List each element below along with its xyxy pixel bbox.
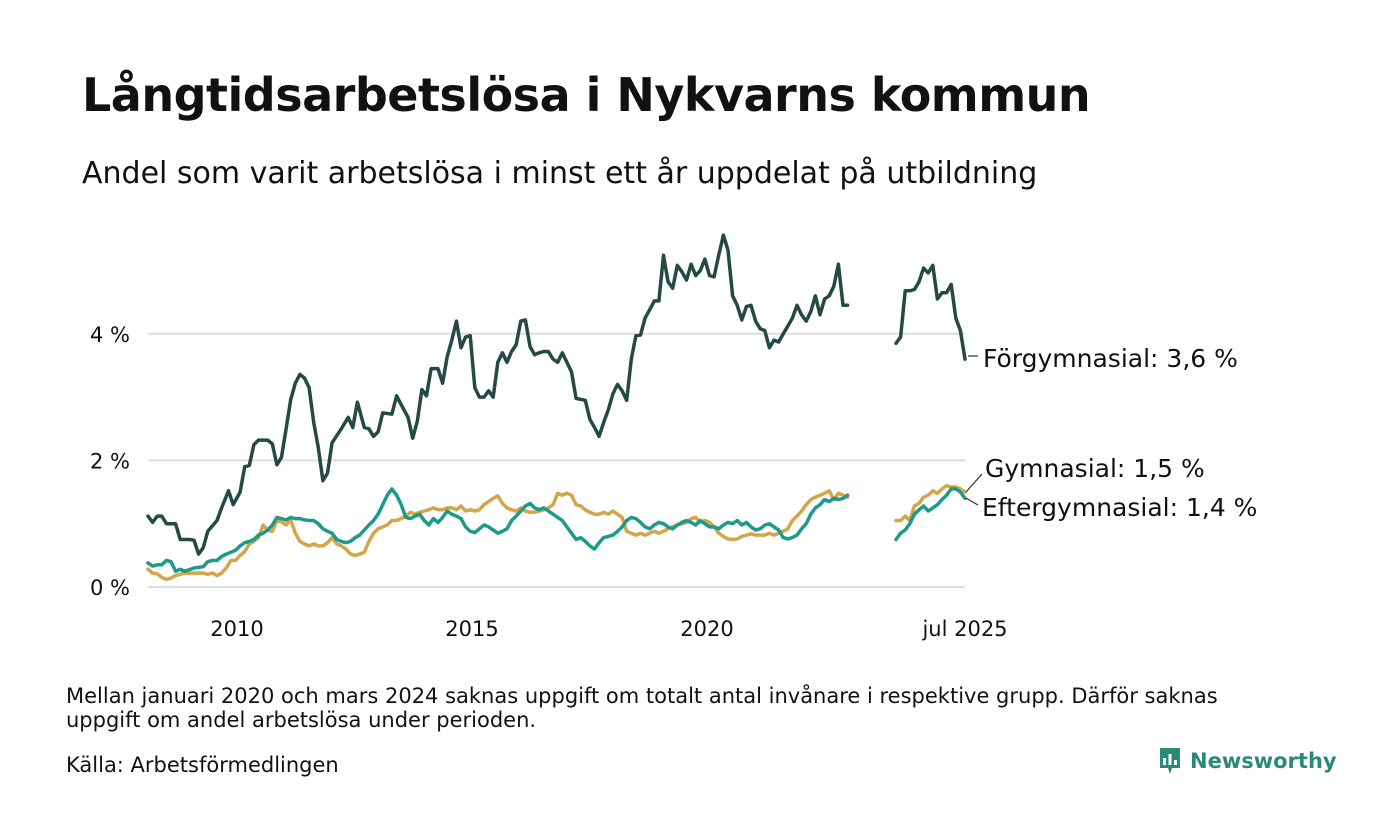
x-tick-label-2025-5: jul 2025 — [921, 617, 1007, 641]
series-line-förgymnasial-0 — [146, 233, 850, 556]
series-label-förgymnasial: Förgymnasial: 3,6 % — [983, 344, 1238, 373]
x-tick-label-2010: 2010 — [210, 617, 263, 641]
x-tick-label-2015: 2015 — [445, 617, 498, 641]
series-line-eftergymnasial-1 — [894, 487, 967, 542]
leader-line-eftergymnasial — [965, 497, 979, 506]
source-credit: Källa: Arbetsförmedlingen — [66, 753, 339, 777]
chart-title: Långtidsarbetslösa i Nykvarns kommun — [82, 68, 1091, 122]
y-tick-label-4: 4 % — [90, 323, 130, 347]
series-label-eftergymnasial: Eftergymnasial: 1,4 % — [982, 493, 1257, 522]
leader-line-gymnasial — [965, 473, 983, 493]
series-line-eftergymnasial-0 — [146, 487, 850, 573]
chart-subtitle: Andel som varit arbetslösa i minst ett å… — [82, 156, 1038, 191]
series-label-gymnasial: Gymnasial: 1,5 % — [985, 454, 1205, 483]
series-line-förgymnasial-1 — [894, 263, 967, 361]
footnote: Mellan januari 2020 och mars 2024 saknas… — [66, 684, 1218, 732]
line-chart: 0 % 2 % 4 % 2010 2015 2020 jul 2025 Förgymnasia… — [90, 233, 1257, 641]
brand-name: Newsworthy — [1190, 749, 1337, 773]
y-tick-label-2: 2 % — [90, 449, 130, 473]
series-line-gymnasial-1 — [894, 483, 967, 523]
bar-chart-icon — [1160, 748, 1180, 774]
x-tick-label-2020: 2020 — [680, 617, 733, 641]
y-tick-label-0: 0 % — [90, 576, 130, 600]
newsworthy-logo[interactable]: Newsworthy — [1158, 746, 1337, 776]
series-line-gymnasial-0 — [146, 489, 850, 582]
